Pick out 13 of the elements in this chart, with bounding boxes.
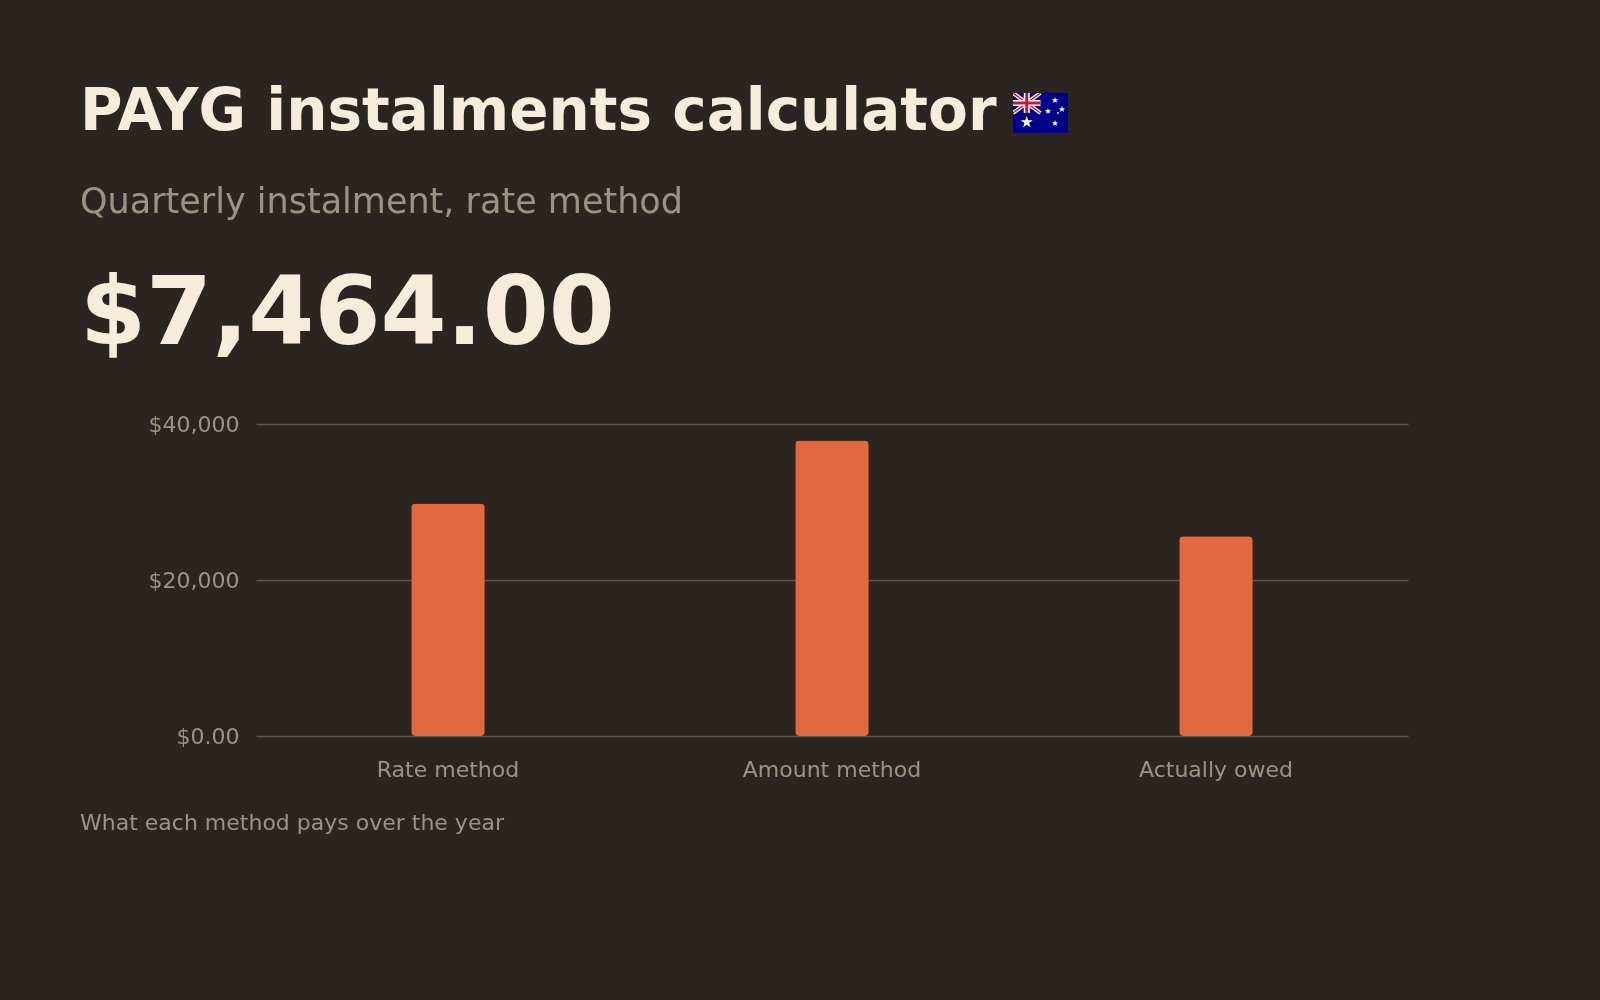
y-tick-label: $20,000 [148,567,240,593]
chart-title: PAYG instalments calculator [80,75,997,144]
y-tick-label: $0.00 [176,723,240,749]
y-tick-label: $40,000 [148,411,240,437]
bar [795,440,869,736]
text: What each method pays over the year [80,810,504,836]
bar [411,503,485,736]
x-tick-label: Rate method [376,756,520,782]
x-tick-label: Actually owed [1139,756,1293,782]
text: $7,464.00 [80,255,615,366]
x-tick-label: Amount method [742,756,922,782]
bar [1179,536,1253,736]
chart-subtitle: Quarterly instalment, rate method [80,181,683,222]
